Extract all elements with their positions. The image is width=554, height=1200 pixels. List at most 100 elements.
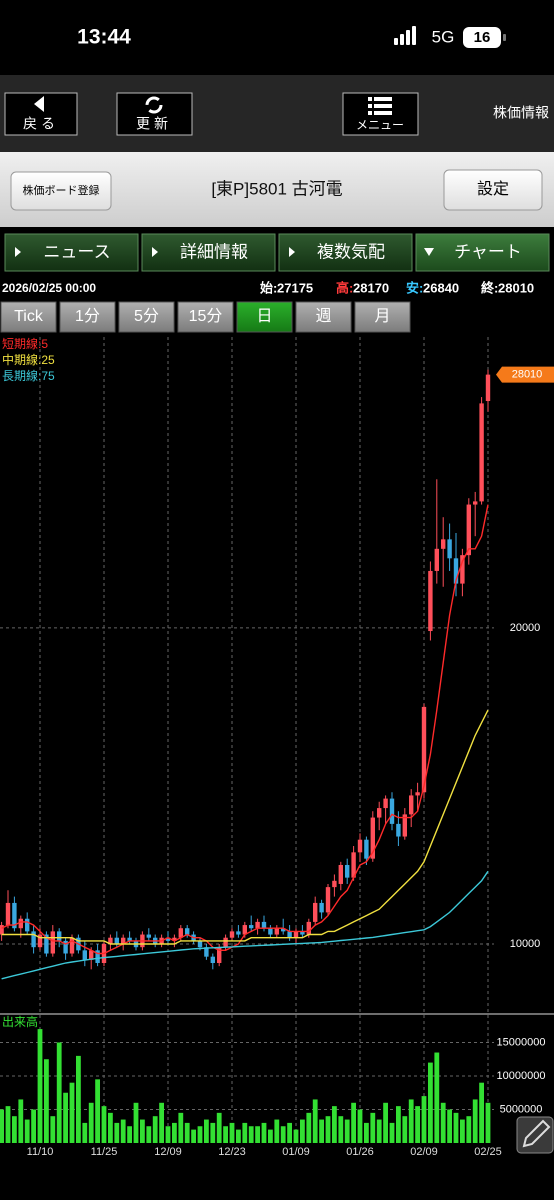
legend-label: 中期線:25 [2,352,55,367]
volume-bar [402,1116,408,1143]
x-tick-label: 02/09 [410,1146,438,1158]
candle-body [415,792,420,796]
volume-bar [428,1062,433,1143]
candle-body [319,902,324,913]
period-label[interactable]: 15分 [189,307,223,325]
volume-tick-label: 15000000 [497,1036,546,1048]
candle-body [485,374,491,402]
volume-bar [172,1122,177,1143]
volume-bar [293,1129,299,1143]
candle-body [409,795,414,815]
candle-body [178,928,183,938]
candle-body [370,817,375,859]
candle-body [325,887,331,913]
candle-body [197,940,203,948]
tab[interactable] [415,233,550,272]
edit-button[interactable] [516,1116,554,1154]
back-icon [34,96,44,112]
settings-button[interactable] [443,169,543,211]
candle-body [428,570,433,632]
period-label[interactable]: 1分 [75,307,100,325]
period-button[interactable] [59,301,116,333]
candle-body [31,931,36,948]
candle-body [223,937,228,948]
period-label[interactable]: Tick [14,308,44,325]
volume-bar [389,1122,395,1143]
register-label[interactable]: 株価ボード登録 [23,183,100,197]
candle-body [306,921,311,935]
refresh-button[interactable]: 更新 [116,92,193,136]
candle-body [108,937,113,945]
x-tick-label: 12/09 [154,1146,182,1158]
status-network: 5G [432,27,455,46]
period-button[interactable] [0,301,57,333]
volume-bar [31,1109,36,1143]
volume-bar [466,1116,472,1143]
volume-bar [159,1102,164,1143]
volume-bar [133,1102,139,1143]
period-button[interactable] [118,301,175,333]
period-button[interactable] [236,301,293,333]
refresh-label[interactable]: 更新 [136,116,172,132]
volume-bar [12,1116,17,1143]
menu-button[interactable]: メニュー [342,92,419,136]
candle-body [121,937,126,945]
volume-bar [287,1122,292,1143]
back-label[interactable]: 戻る [23,116,59,132]
candle-body [236,931,241,935]
candle-body [0,925,4,935]
volume-bar [415,1106,420,1143]
y-tick-label: 20000 [510,622,541,634]
back-button-frame[interactable] [4,92,78,136]
candle-body [351,852,356,878]
candle-body [249,925,254,929]
period-button[interactable] [177,301,234,333]
refresh-button-frame[interactable] [116,92,193,136]
register-button[interactable] [10,171,112,211]
tab-label[interactable]: チャート [454,242,522,261]
settings-label[interactable]: 設定 [477,180,509,198]
volume-bar [248,1126,254,1143]
volume-bar [210,1122,216,1143]
volume-bar [5,1106,11,1143]
stock-title: [東P]5801 古河電 [211,179,342,198]
volume-bar [485,1102,491,1143]
ohlc-label: 始: [260,280,277,295]
candle-body [25,918,30,932]
candle-body [345,864,350,878]
volume-bar [178,1112,184,1143]
period-label[interactable]: 5分 [134,307,159,325]
tab[interactable] [4,233,139,272]
tab[interactable] [141,233,276,272]
candle-body [18,918,23,929]
menu-label[interactable]: メニュー [356,118,404,132]
candle-body [146,934,151,938]
period-label[interactable]: 週 [315,307,331,325]
tab-label[interactable]: 詳細情報 [180,242,248,261]
candle-body [357,839,363,853]
volume-bar [120,1119,126,1143]
tab[interactable] [278,233,413,272]
candle-body [466,504,471,556]
period-label[interactable]: 日 [256,308,272,325]
status-battery: 16 [474,29,491,46]
pencil-icon [522,1119,551,1148]
volume-bar [319,1119,324,1143]
candle-body [447,539,452,559]
tab-label[interactable]: 複数気配 [317,242,385,261]
edit-button-frame[interactable] [516,1116,554,1154]
back-button[interactable]: 戻る [4,92,78,136]
moving-average-line [1,504,489,955]
tab-label[interactable]: ニュース [43,242,110,261]
period-button[interactable] [295,301,352,333]
volume-bar [216,1112,222,1143]
period-button[interactable] [354,301,411,333]
candle-body [165,937,171,941]
candle-body [293,931,299,938]
period-label[interactable]: 月 [374,308,390,325]
candle-body [95,950,100,963]
volume-bar [114,1122,120,1143]
legend-label: 短期線:5 [2,336,48,351]
candle-body [229,931,235,938]
